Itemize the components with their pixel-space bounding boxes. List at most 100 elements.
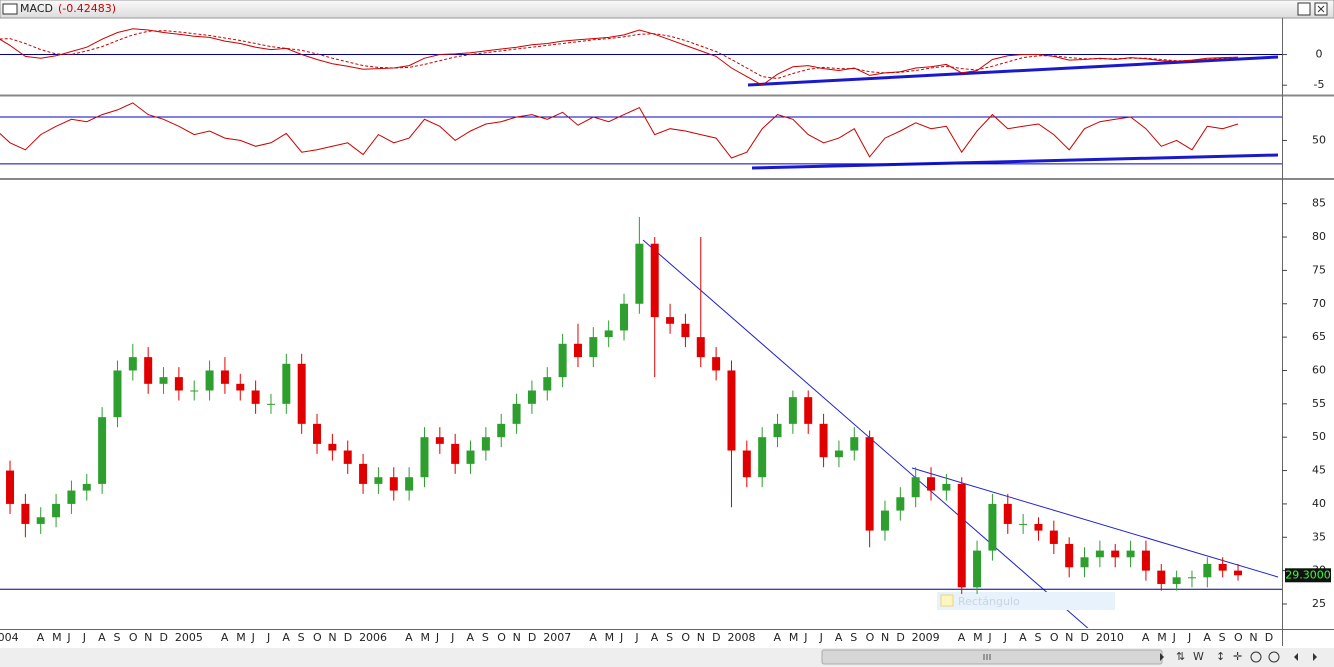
- x-tick-label: N: [513, 631, 521, 644]
- trend-line[interactable]: [911, 467, 1279, 578]
- toolbar-icon[interactable]: ⇅: [1176, 650, 1185, 663]
- x-tick-label: J: [634, 631, 638, 644]
- x-tick-label: O: [313, 631, 322, 644]
- x-tick-label: O: [497, 631, 506, 644]
- x-tick-label: J: [266, 631, 270, 644]
- candle-body: [205, 370, 214, 391]
- x-tick-label: 2005: [175, 631, 203, 644]
- close-icon: [1317, 5, 1325, 13]
- candle-body: [251, 390, 260, 404]
- candle-body: [804, 397, 813, 424]
- y-tick-label: 80: [1312, 230, 1326, 243]
- x-tick-label: M: [52, 631, 62, 644]
- x-tick-label: S: [113, 631, 120, 644]
- x-tick-label: M: [605, 631, 615, 644]
- y-tick-label: 45: [1312, 464, 1326, 477]
- zoom-out[interactable]: [1250, 651, 1262, 663]
- x-tick-label: O: [866, 631, 875, 644]
- x-tick-label: 2004: [0, 631, 19, 644]
- annotation-box[interactable]: [937, 592, 1115, 610]
- candle-body: [712, 357, 721, 371]
- x-tick-label: A: [589, 631, 597, 644]
- x-tick-label: S: [1219, 631, 1226, 644]
- candle-body: [558, 343, 567, 378]
- candle-body: [573, 343, 582, 358]
- period-button[interactable]: W: [1193, 650, 1204, 663]
- x-tick-label: D: [896, 631, 904, 644]
- toolbar-icon[interactable]: ✛: [1233, 650, 1242, 663]
- candle-body: [819, 423, 828, 458]
- x-tick-label: D: [1081, 631, 1089, 644]
- candle-body: [98, 417, 107, 484]
- candle-body: [52, 503, 61, 518]
- y-tick-label: 55: [1312, 397, 1326, 410]
- candle-body: [1003, 503, 1012, 524]
- candle-body: [696, 337, 705, 358]
- candle-body: [681, 323, 690, 338]
- zoom-in[interactable]: [1268, 651, 1280, 663]
- last-price-label: 29.3000: [1285, 568, 1331, 581]
- y-tick-label: 70: [1312, 297, 1326, 310]
- candle-body: [1172, 577, 1181, 584]
- x-tick-label: O: [1234, 631, 1243, 644]
- toolbar-icon[interactable]: ↕: [1216, 650, 1225, 663]
- x-tick-label: D: [528, 631, 536, 644]
- candle-body: [435, 437, 444, 444]
- candle-body: [1126, 550, 1135, 558]
- x-tick-label: A: [1142, 631, 1150, 644]
- x-tick-label: D: [344, 631, 352, 644]
- candle-body: [927, 477, 936, 491]
- trend-line[interactable]: [751, 153, 1279, 170]
- x-tick-label: M: [420, 631, 430, 644]
- candle-body: [159, 377, 168, 384]
- x-tick-label: J: [1187, 631, 1191, 644]
- x-tick-label: J: [987, 631, 991, 644]
- annotation-label: Rectángulo: [958, 595, 1020, 608]
- candle-body: [374, 477, 383, 484]
- x-tick-label: A: [405, 631, 413, 644]
- indicator-line: [0, 28, 1239, 86]
- candle-body: [236, 383, 245, 391]
- x-tick-label: N: [1065, 631, 1073, 644]
- trend-line[interactable]: [747, 55, 1279, 87]
- candle-body: [113, 370, 122, 418]
- plot-area: [0, 217, 1282, 594]
- x-tick-label: A: [37, 631, 45, 644]
- plot-area: [0, 102, 1282, 165]
- candle-body: [266, 403, 275, 405]
- trend-line[interactable]: [642, 239, 1090, 630]
- x-tick-label: A: [221, 631, 229, 644]
- candle-body: [1049, 530, 1058, 544]
- x-tick-label: J: [82, 631, 86, 644]
- candle-body: [1034, 523, 1043, 531]
- restore-button[interactable]: [1297, 2, 1311, 16]
- x-tick-label: J: [251, 631, 255, 644]
- candle-body: [1234, 570, 1243, 576]
- x-tick-label: N: [1249, 631, 1257, 644]
- y-tick-label: 50: [1312, 430, 1326, 443]
- scroll-thumb[interactable]: [821, 649, 1163, 665]
- x-tick-label: O: [1050, 631, 1059, 644]
- candle-body: [328, 443, 337, 451]
- x-tick-label: 2010: [1096, 631, 1124, 644]
- x-tick-label: J: [803, 631, 807, 644]
- signal-line: [0, 30, 1239, 80]
- candle-body: [174, 377, 183, 391]
- candle-body: [788, 397, 797, 424]
- x-tick-label: J: [66, 631, 70, 644]
- x-tick-label: N: [881, 631, 889, 644]
- x-tick-label: A: [774, 631, 782, 644]
- y-tick-label: 50: [1312, 133, 1326, 146]
- candle-body: [297, 363, 306, 424]
- scroll-right[interactable]: [1160, 653, 1164, 661]
- candle-body: [128, 357, 137, 371]
- candle-body: [527, 390, 536, 404]
- candle-body: [282, 363, 291, 404]
- candle-body: [405, 477, 414, 491]
- x-tick-label: O: [129, 631, 138, 644]
- scroll-grip: [983, 654, 991, 660]
- x-tick-label: J: [450, 631, 454, 644]
